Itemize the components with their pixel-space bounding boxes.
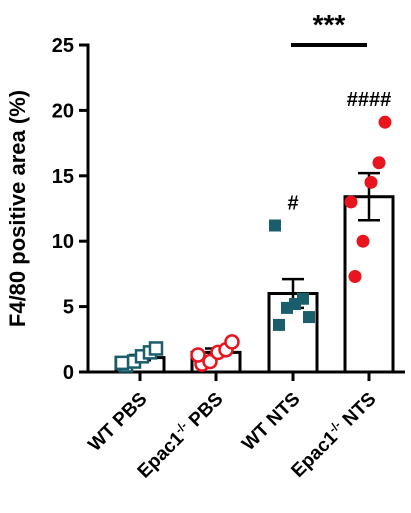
bars — [114, 115, 395, 374]
data-point-square — [114, 355, 130, 371]
group-annotation: #### — [347, 89, 392, 111]
data-point-square — [303, 311, 315, 324]
annotations: #####*** — [287, 9, 391, 215]
significance-label: *** — [313, 9, 346, 40]
x-tick-label: WT PBS — [84, 389, 151, 456]
group-annotation: # — [287, 193, 298, 215]
data-point-circle — [378, 115, 392, 129]
data-point-circle — [224, 334, 240, 350]
data-point-circle — [372, 156, 386, 170]
x-tick-label: WT NTS — [238, 389, 304, 455]
data-point-circle — [364, 175, 378, 189]
data-point-square — [269, 219, 281, 232]
bar — [343, 195, 395, 374]
y-tick-label: 5 — [63, 297, 74, 319]
y-axis-title: F4/80 positive area (%) — [5, 90, 30, 327]
y-tick-label: 10 — [52, 231, 74, 253]
data-point-square — [148, 341, 164, 356]
data-point-square — [273, 318, 285, 331]
data-point-circle — [348, 270, 362, 284]
data-point-circle — [356, 234, 370, 248]
y-tick-label: 15 — [52, 166, 74, 188]
data-point-square — [297, 292, 309, 305]
y-tick-label: 0 — [63, 362, 74, 384]
y-tick-label: 20 — [52, 100, 74, 122]
y-ticks: 0 5 10 15 20 25 — [52, 35, 88, 384]
y-tick-label: 25 — [52, 35, 74, 57]
data-point-circle — [344, 195, 358, 209]
data-point-circle — [190, 347, 206, 363]
